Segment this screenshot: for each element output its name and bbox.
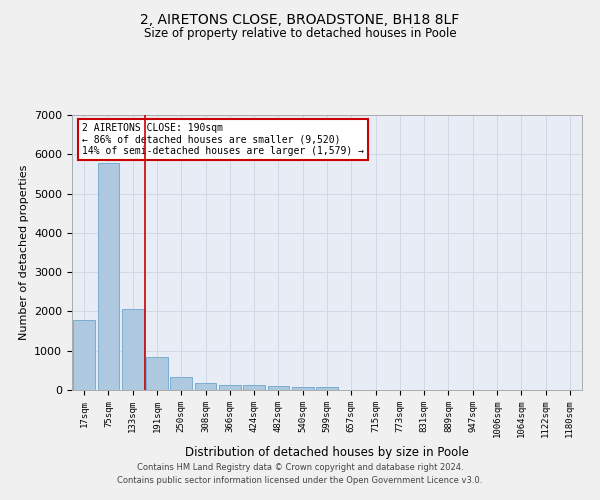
X-axis label: Distribution of detached houses by size in Poole: Distribution of detached houses by size … [185, 446, 469, 458]
Bar [243, 386, 265, 390]
Text: Size of property relative to detached houses in Poole: Size of property relative to detached ho… [143, 28, 457, 40]
Bar [170, 376, 192, 390]
Bar [268, 386, 289, 390]
Y-axis label: Number of detached properties: Number of detached properties [19, 165, 29, 340]
Text: Contains HM Land Registry data © Crown copyright and database right 2024.: Contains HM Land Registry data © Crown c… [137, 464, 463, 472]
Bar [292, 387, 314, 390]
Text: 2 AIRETONS CLOSE: 190sqm
← 86% of detached houses are smaller (9,520)
14% of sem: 2 AIRETONS CLOSE: 190sqm ← 86% of detach… [82, 123, 364, 156]
Bar [219, 386, 241, 390]
Text: Contains public sector information licensed under the Open Government Licence v3: Contains public sector information licen… [118, 476, 482, 485]
Bar [73, 320, 95, 390]
Text: 2, AIRETONS CLOSE, BROADSTONE, BH18 8LF: 2, AIRETONS CLOSE, BROADSTONE, BH18 8LF [140, 12, 460, 26]
Bar [122, 308, 143, 390]
Bar [194, 382, 217, 390]
Bar [316, 387, 338, 390]
Bar [97, 163, 119, 390]
Bar [146, 358, 168, 390]
